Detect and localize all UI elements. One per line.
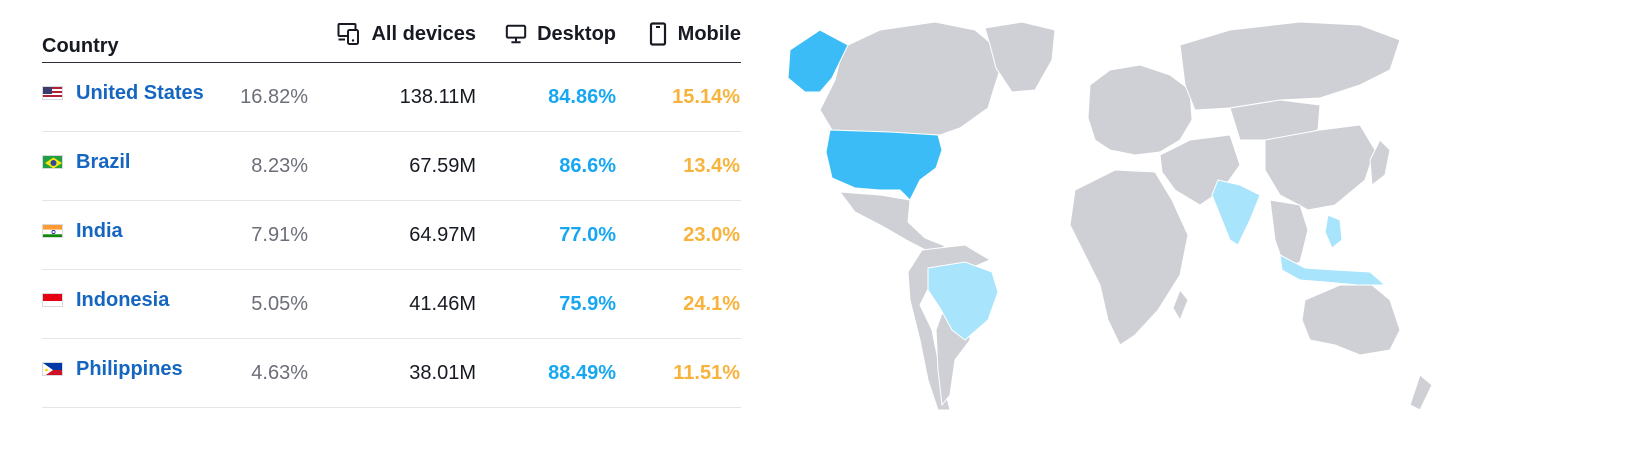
country-cell: Philippines (42, 335, 183, 403)
column-header-all-devices[interactable]: All devices (337, 10, 476, 58)
traffic-share: 5.05% (251, 292, 308, 315)
traffic-share: 8.23% (251, 154, 308, 177)
map-country-brazil[interactable] (927, 261, 999, 341)
mobile-share: 23.0% (683, 223, 740, 246)
table-row: India 7.91% 64.97M 77.0% 23.0% (42, 201, 741, 270)
country-traffic-table: Country All devices Desktop M (42, 14, 741, 408)
visits-all-devices: 41.46M (409, 292, 476, 315)
desktop-share: 84.86% (548, 85, 616, 108)
map-country-alaska[interactable] (787, 29, 849, 93)
map-country-canada[interactable] (819, 21, 1006, 136)
map-country-china[interactable] (1264, 124, 1376, 211)
all-devices-icon (337, 23, 360, 45)
country-cell: United States (42, 59, 204, 127)
country-link[interactable]: United States (76, 81, 204, 104)
desktop-share: 86.6% (559, 154, 616, 177)
country-cell: India (42, 197, 123, 265)
column-header-desktop-label: Desktop (537, 22, 616, 45)
table-row: Brazil 8.23% 67.59M 86.6% 13.4% (42, 132, 741, 201)
brazil-flag-icon (42, 155, 63, 169)
desktop-icon (505, 24, 527, 44)
desktop-share: 77.0% (559, 223, 616, 246)
map-country-southeast-asia[interactable] (1269, 199, 1309, 269)
map-country-india[interactable] (1211, 179, 1261, 246)
map-country-indonesia[interactable] (1279, 254, 1387, 286)
mobile-share: 13.4% (683, 154, 740, 177)
world-map (787, 21, 1433, 411)
mobile-share: 11.51% (673, 361, 740, 384)
philippines-flag-icon (42, 362, 63, 376)
map-country-africa[interactable] (1069, 169, 1189, 346)
table-row: Indonesia 5.05% 41.46M 75.9% 24.1% (42, 270, 741, 339)
column-header-country[interactable]: Country (42, 22, 119, 70)
desktop-share: 75.9% (559, 292, 616, 315)
table-row: Philippines 4.63% 38.01M 88.49% 11.51% (42, 339, 741, 408)
visits-all-devices: 64.97M (409, 223, 476, 246)
traffic-share: 7.91% (251, 223, 308, 246)
map-country-new-zealand[interactable] (1409, 374, 1433, 411)
map-country-australia[interactable] (1301, 284, 1401, 356)
column-header-all-devices-label: All devices (371, 22, 476, 45)
traffic-share: 16.82% (240, 85, 308, 108)
desktop-share: 88.49% (548, 361, 616, 384)
country-link[interactable]: Brazil (76, 150, 131, 173)
mobile-icon (649, 22, 666, 46)
mobile-share: 24.1% (683, 292, 740, 315)
map-country-greenland[interactable] (984, 21, 1056, 93)
column-header-mobile-label: Mobile (677, 22, 741, 45)
indonesia-flag-icon (42, 293, 63, 307)
country-cell: Brazil (42, 128, 130, 196)
country-link[interactable]: Indonesia (76, 288, 170, 311)
country-cell: Indonesia (42, 266, 169, 334)
map-country-philippines[interactable] (1324, 214, 1343, 249)
map-country-united-states[interactable] (825, 129, 943, 201)
map-country-mexico[interactable] (838, 191, 946, 256)
visits-all-devices: 38.01M (409, 361, 476, 384)
map-country-russia[interactable] (1179, 21, 1401, 111)
country-link[interactable]: India (76, 219, 123, 242)
column-header-country-label: Country (42, 34, 119, 57)
visits-all-devices: 67.59M (409, 154, 476, 177)
map-country-europe[interactable] (1087, 64, 1193, 156)
india-flag-icon (42, 224, 63, 238)
table-row: United States 16.82% 138.11M 84.86% 15.1… (42, 63, 741, 132)
column-header-mobile[interactable]: Mobile (648, 10, 741, 58)
map-country-japan[interactable] (1369, 139, 1391, 186)
traffic-share: 4.63% (251, 361, 308, 384)
mobile-share: 15.14% (672, 85, 740, 108)
column-header-desktop[interactable]: Desktop (505, 10, 616, 58)
country-link[interactable]: Philippines (76, 357, 183, 380)
us-flag-icon (42, 86, 63, 100)
map-country-madagascar[interactable] (1172, 289, 1189, 322)
visits-all-devices: 138.11M (399, 85, 476, 108)
table-header: Country All devices Desktop M (42, 14, 741, 63)
